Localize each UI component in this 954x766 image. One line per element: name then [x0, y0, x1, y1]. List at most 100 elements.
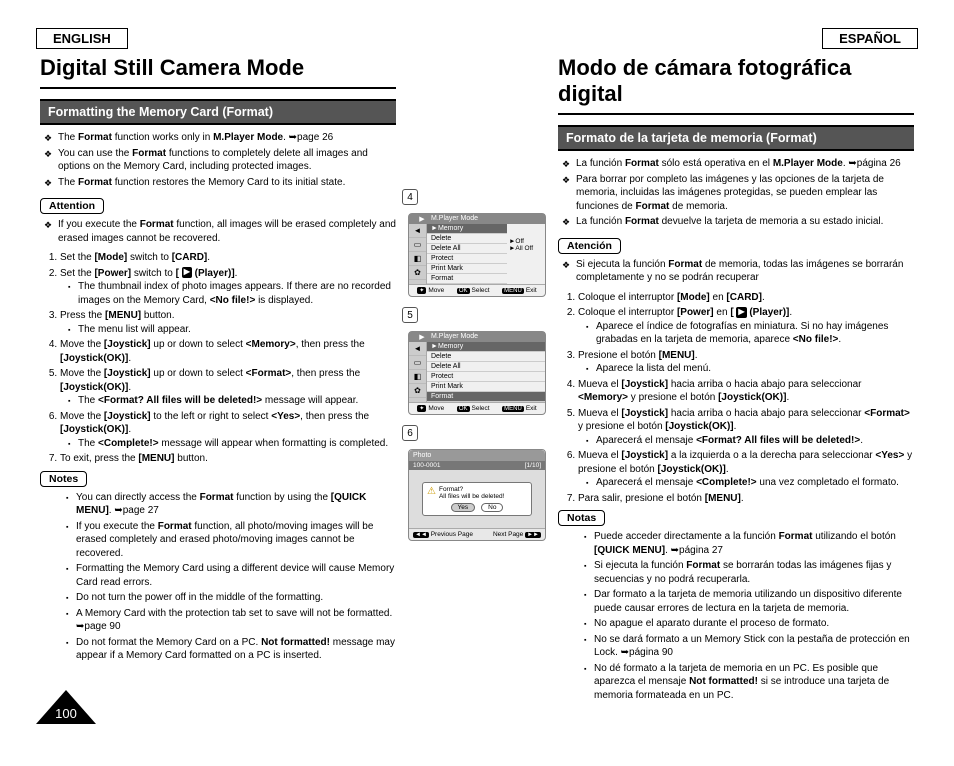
side-options: ►Off ►All Off [507, 224, 545, 284]
step: Mueva el [Joystick] hacia arriba o hacia… [578, 378, 914, 405]
menu-item: Format [427, 274, 507, 284]
note: Puede acceder directamente a la función … [586, 530, 914, 557]
step: Mueva el [Joystick] a la izquierda o a l… [578, 449, 914, 490]
menu-list: ►Memory Delete Delete All Protect Print … [427, 342, 545, 402]
figure-number-5: 5 [402, 307, 418, 323]
step: Move the [Joystick] to the left or right… [60, 410, 396, 451]
bullet: La función Format devuelve la tarjeta de… [576, 215, 914, 229]
note: A Memory Card with the protection tab se… [68, 607, 396, 634]
page-number-badge: 100 [36, 690, 96, 724]
substep: Aparecerá el mensaje <Complete!> una vez… [588, 476, 914, 490]
photo-title: Photo [409, 450, 545, 461]
no-button: No [481, 503, 503, 512]
language-labels: ENGLISH ESPAÑOL [36, 28, 918, 49]
substep: Aparece la lista del menú. [588, 362, 914, 376]
lang-espanol: ESPAÑOL [822, 28, 918, 49]
step: Set the [Power] switch to [ ▶ (Player)].… [60, 267, 396, 308]
back-icon: ◄ [409, 224, 426, 238]
lang-english: ENGLISH [36, 28, 128, 49]
settings-icon: ✿ [409, 266, 426, 280]
substep: Aparece el índice de fotografías en mini… [588, 320, 914, 347]
menu-item: Delete [427, 352, 545, 362]
attention-bullets-en: If you execute the Format function, all … [40, 218, 396, 245]
photo-info: 100-0001[1/10] [409, 461, 545, 470]
icon-column: ◄▭◧✿ [409, 342, 427, 402]
yes-button: Yes [451, 503, 476, 512]
bullet: Si ejecuta la función Format de memoria,… [576, 258, 914, 285]
step: Coloque el interruptor [Mode] en [CARD]. [578, 291, 914, 305]
memory-icon: ▭ [409, 356, 426, 370]
svg-text:100: 100 [55, 706, 77, 721]
photo-body: ⚠ Format?All files will be deleted! Yes … [409, 470, 545, 528]
photo-screen-6: Photo 100-0001[1/10] ⚠ Format?All files … [408, 449, 546, 541]
center-figures: 4 ▶M.Player Mode ◄▭◧✿ ►Memory Delete Del… [402, 55, 552, 708]
menu-item: Delete All [427, 244, 507, 254]
menu-item: Delete All [427, 362, 545, 372]
screen-footer: ✦Move OKSelect MENUExit [409, 402, 545, 414]
step: Coloque el interruptor [Power] en [ ▶ (P… [578, 306, 914, 347]
note: Dar formato a la tarjeta de memoria util… [586, 588, 914, 615]
memory-icon: ▭ [409, 238, 426, 252]
step: Press the [MENU] button. The menu list w… [60, 309, 396, 336]
notes-es: Puede acceder directamente a la función … [558, 530, 914, 702]
menu-item: ►Memory [427, 342, 545, 352]
menu-item: Protect [427, 372, 545, 382]
note: No dé formato a la tarjeta de memoria en… [586, 662, 914, 703]
menu-screen-5: ▶M.Player Mode ◄▭◧✿ ►Memory Delete Delet… [408, 331, 546, 415]
note: No apague el aparato durante el proceso … [586, 617, 914, 631]
menu-item: Delete [427, 234, 507, 244]
menu-item: ►Memory [427, 224, 507, 234]
intro-bullets-es: La función Format sólo está operativa en… [558, 157, 914, 229]
settings-icon: ✿ [409, 384, 426, 398]
note: If you execute the Format function, all … [68, 520, 396, 561]
substep: The menu list will appear. [70, 323, 396, 337]
figure-number-4: 4 [402, 189, 418, 205]
format-dialog: ⚠ Format?All files will be deleted! Yes … [422, 482, 532, 516]
note: Do not turn the power off in the middle … [68, 591, 396, 605]
substep: Aparecerá el mensaje <Format? All files … [588, 434, 914, 448]
title-en: Digital Still Camera Mode [40, 55, 396, 89]
step: Set the [Mode] switch to [CARD]. [60, 251, 396, 265]
content-columns: Digital Still Camera Mode Formatting the… [36, 55, 918, 708]
photo-footer: ◄◄ Previous Page Next Page ►► [409, 528, 545, 540]
warning-icon: ⚠ [427, 486, 436, 500]
note: Formatting the Memory Card using a diffe… [68, 562, 396, 589]
step: Move the [Joystick] up or down to select… [60, 338, 396, 365]
note: You can directly access the Format funct… [68, 491, 396, 518]
bullet: Para borrar por completo las imágenes y … [576, 173, 914, 214]
step: Presione el botón [MENU]. Aparece la lis… [578, 349, 914, 376]
note: Si ejecuta la función Format se borrarán… [586, 559, 914, 586]
attention-bullets-es: Si ejecuta la función Format de memoria,… [558, 258, 914, 285]
attention-label-es: Atención [558, 238, 621, 254]
step: Move the [Joystick] up or down to select… [60, 367, 396, 408]
bullet: The Format function works only in M.Play… [58, 131, 396, 145]
menu-item: Print Mark [427, 264, 507, 274]
back-icon: ◄ [409, 342, 426, 356]
step: To exit, press the [MENU] button. [60, 452, 396, 466]
substep: The <Complete!> message will appear when… [70, 437, 396, 451]
step: Para salir, presione el botón [MENU]. [578, 492, 914, 506]
screen-footer: ✦Move OKSelect MENUExit [409, 284, 545, 296]
bullet: La función Format sólo está operativa en… [576, 157, 914, 171]
notes-label-es: Notas [558, 510, 605, 526]
note: No se dará formato a un Memory Stick con… [586, 633, 914, 660]
menu-item: Protect [427, 254, 507, 264]
section-en: Formatting the Memory Card (Format) [40, 99, 396, 125]
manual-page: ENGLISH ESPAÑOL Digital Still Camera Mod… [0, 0, 954, 728]
substep: The thumbnail index of photo images appe… [70, 280, 396, 307]
menu-item: Print Mark [427, 382, 545, 392]
note: Do not format the Memory Card on a PC. N… [68, 636, 396, 663]
camera-icon: ◧ [409, 252, 426, 266]
figure-number-6: 6 [402, 425, 418, 441]
step: Mueva el [Joystick] hacia arriba o hacia… [578, 407, 914, 448]
notes-label-en: Notes [40, 471, 87, 487]
camera-icon: ◧ [409, 370, 426, 384]
attention-label-en: Attention [40, 198, 104, 214]
menu-list: ►Memory Delete Delete All Protect Print … [427, 224, 507, 284]
notes-en: You can directly access the Format funct… [40, 491, 396, 663]
substep: The <Format? All files will be deleted!>… [70, 394, 396, 408]
english-column: Digital Still Camera Mode Formatting the… [36, 55, 402, 708]
title-es: Modo de cámara fotográfica digital [558, 55, 914, 115]
steps-en: Set the [Mode] switch to [CARD]. Set the… [40, 251, 396, 466]
bullet: The Format function restores the Memory … [58, 176, 396, 190]
